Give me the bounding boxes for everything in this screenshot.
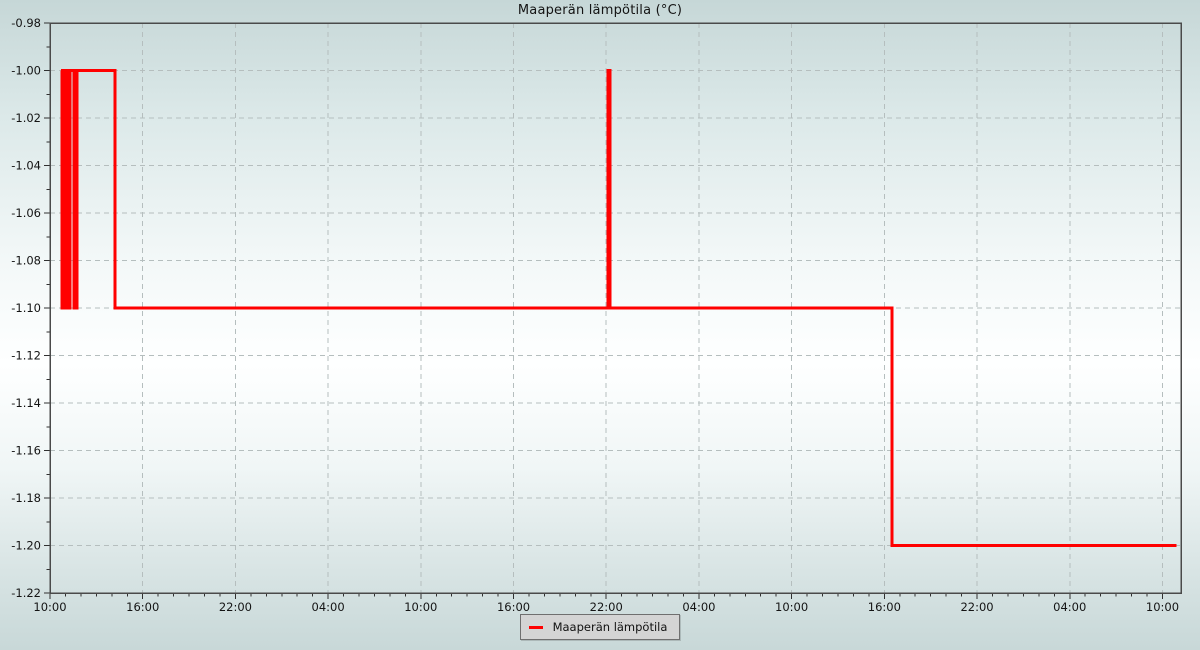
- axis-ticks: [44, 22, 1163, 599]
- svg-text:16:00: 16:00: [497, 600, 530, 614]
- svg-text:22:00: 22:00: [590, 600, 623, 614]
- svg-text:-1.00: -1.00: [11, 64, 41, 78]
- svg-text:22:00: 22:00: [960, 600, 993, 614]
- svg-text:16:00: 16:00: [126, 600, 159, 614]
- svg-text:10:00: 10:00: [1146, 600, 1179, 614]
- svg-text:-1.04: -1.04: [11, 159, 41, 173]
- svg-text:04:00: 04:00: [312, 600, 345, 614]
- svg-text:22:00: 22:00: [219, 600, 252, 614]
- svg-text:04:00: 04:00: [682, 600, 715, 614]
- svg-text:-1.12: -1.12: [11, 349, 41, 363]
- svg-text:16:00: 16:00: [868, 600, 901, 614]
- svg-text:10:00: 10:00: [33, 600, 66, 614]
- svg-text:-1.08: -1.08: [11, 254, 41, 268]
- svg-text:-1.14: -1.14: [11, 396, 41, 410]
- legend-item-maaperan-lampotila[interactable]: Maaperän lämpötila: [519, 614, 681, 640]
- plot-border: [49, 22, 1182, 594]
- svg-text:10:00: 10:00: [775, 600, 808, 614]
- svg-text:-1.20: -1.20: [11, 539, 41, 553]
- svg-text:-1.02: -1.02: [11, 111, 41, 125]
- svg-text:-1.16: -1.16: [11, 444, 41, 458]
- legend-line-swatch-icon: [528, 625, 543, 629]
- series-line: [60, 69, 1177, 547]
- legend: Maaperän lämpötila: [0, 614, 1200, 640]
- axis-labels: 10:00 16:00 22:00 04:00 10:00 16:00 22:00 04:00…: [11, 16, 1179, 614]
- svg-text:-1.22: -1.22: [11, 586, 41, 600]
- legend-label: Maaperän lämpötila: [552, 620, 668, 634]
- svg-text:-1.10: -1.10: [11, 301, 41, 315]
- gridlines: [50, 23, 1181, 593]
- svg-text:10:00: 10:00: [404, 600, 437, 614]
- svg-text:-1.18: -1.18: [11, 491, 41, 505]
- svg-text:-0.98: -0.98: [11, 16, 41, 30]
- svg-text:04:00: 04:00: [1053, 600, 1086, 614]
- chart-title: Maaperän lämpötila (°C): [517, 3, 683, 18]
- svg-text:-1.06: -1.06: [11, 206, 41, 220]
